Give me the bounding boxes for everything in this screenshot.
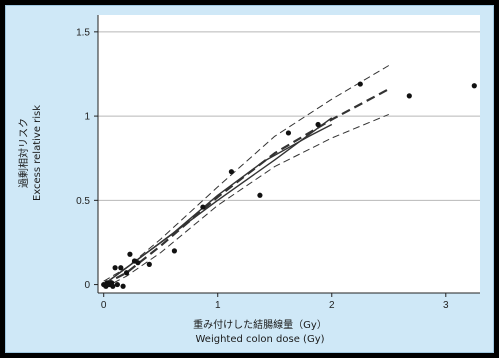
y-axis-label-japanese: 過剰相対リスク: [17, 118, 30, 188]
fit-curve-dashed-thick-2: [103, 88, 390, 286]
data-point-10: [123, 270, 130, 276]
y-axis-label: Excess relative risk: [32, 105, 43, 201]
chart: 0 0.5 1 1.5 0 1 2 3 過剰相対リスク Excess relative ri…: [17, 15, 480, 345]
data-point-14: [146, 261, 152, 267]
data-point-15: [171, 248, 177, 254]
plot-area: [98, 15, 480, 293]
fit-curve-dashed-thin-3: [103, 65, 390, 282]
data-point-6: [112, 265, 118, 271]
y-tick-label-0: 0: [84, 280, 90, 291]
x-tick-label-1: 1: [215, 300, 221, 311]
y-tick-label-1: 0.5: [76, 196, 90, 207]
data-point-9: [120, 283, 126, 289]
x-axis-label: Weighted colon dose (Gy): [195, 334, 324, 345]
data-points: [101, 81, 477, 289]
grid-lines: [98, 31, 480, 201]
data-point-22: [406, 93, 412, 99]
x-axis-label-japanese: 重み付けした結腸線量（Gy）: [193, 318, 327, 331]
data-point-11: [127, 251, 133, 257]
data-point-19: [285, 130, 292, 136]
y-axis: 0 0.5 1 1.5: [76, 15, 99, 293]
fit-curve-dashed-thin-4: [103, 113, 389, 289]
x-axis: 0 1 2 3: [98, 292, 480, 311]
x-tick-label-3: 3: [443, 300, 449, 311]
data-point-20: [315, 121, 321, 128]
x-tick-label-2: 2: [329, 300, 335, 311]
x-tick-label-0: 0: [101, 300, 107, 311]
fit-curves: [103, 65, 390, 289]
data-point-7: [114, 281, 120, 288]
fit-curve-solid-1: [103, 123, 333, 286]
data-point-8: [118, 265, 124, 271]
data-point-21: [357, 81, 363, 87]
data-point-18: [257, 192, 263, 198]
chart-frame: 0 0.5 1 1.5 0 1 2 3 過剰相対リスク Excess relative ri…: [5, 5, 494, 353]
y-tick-label-3: 1.5: [76, 27, 90, 38]
data-point-17: [228, 169, 235, 175]
data-point-5: [110, 283, 116, 289]
data-point-16: [200, 204, 206, 210]
data-point-23: [471, 83, 477, 89]
y-tick-label-2: 1: [84, 112, 90, 123]
data-point-13: [135, 260, 141, 266]
